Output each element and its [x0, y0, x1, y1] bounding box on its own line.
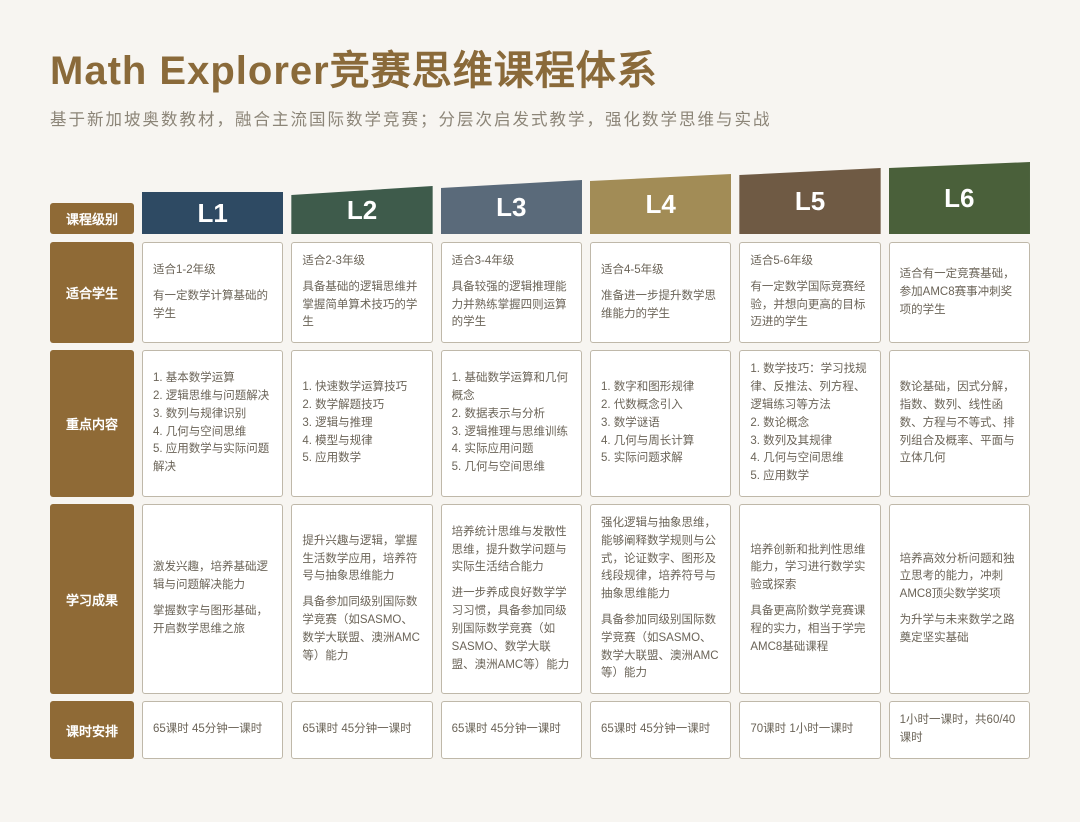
cell-schedule-l6: 1小时一课时，共60/40课时 [889, 701, 1030, 759]
curriculum-table: 适合学生 适合1-2年级有一定数学计算基础的学生 适合2-3年级具备基础的逻辑思… [50, 242, 1030, 759]
page-title: Math Explorer竞赛思维课程体系 [50, 38, 1030, 96]
cell-suitable-l6: 适合有一定竞赛基础，参加AMC8赛事冲刺奖项的学生 [889, 242, 1030, 343]
cell-suitable-l2: 适合2-3年级具备基础的逻辑思维并掌握简单算术技巧的学生 [291, 242, 432, 343]
cell-outcome-l1: 激发兴趣，培养基础逻辑与问题解决能力掌握数字与图形基础，开启数学思维之旅 [142, 504, 283, 694]
cell-content-l6: 数论基础，因式分解，指数、数列、线性函数、方程与不等式、排列组合及概率、平面与立… [889, 350, 1030, 497]
cell-schedule-l2: 65课时 45分钟一课时 [291, 701, 432, 759]
cell-suitable-l1: 适合1-2年级有一定数学计算基础的学生 [142, 242, 283, 343]
level-header-row: 课程级别 L1 L2 L3 L4 L5 L6 [50, 162, 1030, 234]
cell-suitable-l3: 适合3-4年级具备较强的逻辑推理能力并熟练掌握四则运算的学生 [441, 242, 582, 343]
cell-suitable-l4: 适合4-5年级准备进一步提升数学思维能力的学生 [590, 242, 731, 343]
row-label-schedule: 课时安排 [50, 701, 134, 759]
cell-schedule-l1: 65课时 45分钟一课时 [142, 701, 283, 759]
cell-content-l4: 1. 数字和图形规律2. 代数概念引入3. 数学谜语4. 几何与周长计算5. 实… [590, 350, 731, 497]
cell-content-l1: 1. 基本数学运算2. 逻辑思维与问题解决3. 数列与规律识别4. 几何与空间思… [142, 350, 283, 497]
cell-outcome-l6: 培养高效分析问题和独立思考的能力，冲刺AMC8顶尖数学奖项为升学与未来数学之路奠… [889, 504, 1030, 694]
cell-schedule-l5: 70课时 1小时一课时 [739, 701, 880, 759]
level-header-l3: L3 [441, 180, 582, 234]
cell-outcome-l5: 培养创新和批判性思维能力，学习进行数学实验或探索具备更高阶数学竞赛课程的实力，相… [739, 504, 880, 694]
cell-schedule-l3: 65课时 45分钟一课时 [441, 701, 582, 759]
row-label-content: 重点内容 [50, 350, 134, 497]
cell-content-l5: 1. 数学技巧：学习找规律、反推法、列方程、逻辑练习等方法2. 数论概念3. 数… [739, 350, 880, 497]
level-header-l4: L4 [590, 174, 731, 234]
cell-outcome-l4: 强化逻辑与抽象思维，能够阐释数学规则与公式，论证数字、图形及线段规律，培养符号与… [590, 504, 731, 694]
row-label-level: 课程级别 [50, 203, 134, 234]
level-header-l5: L5 [739, 168, 880, 234]
level-header-l6: L6 [889, 162, 1030, 234]
cell-outcome-l3: 培养统计思维与发散性思维，提升数学问题与实际生活结合能力进一步养成良好数学学习习… [441, 504, 582, 694]
cell-content-l2: 1. 快速数学运算技巧2. 数学解题技巧3. 逻辑与推理4. 模型与规律5. 应… [291, 350, 432, 497]
row-label-suitable: 适合学生 [50, 242, 134, 343]
cell-schedule-l4: 65课时 45分钟一课时 [590, 701, 731, 759]
cell-suitable-l5: 适合5-6年级有一定数学国际竞赛经验，并想向更高的目标迈进的学生 [739, 242, 880, 343]
cell-outcome-l2: 提升兴趣与逻辑，掌握生活数学应用，培养符号与抽象思维能力具备参加同级别国际数学竞… [291, 504, 432, 694]
row-label-outcome: 学习成果 [50, 504, 134, 694]
level-header-l1: L1 [142, 192, 283, 234]
page-subtitle: 基于新加坡奥数教材，融合主流国际数学竞赛；分层次启发式教学，强化数学思维与实战 [50, 106, 1030, 130]
level-header-l2: L2 [291, 186, 432, 234]
cell-content-l3: 1. 基础数学运算和几何概念2. 数据表示与分析3. 逻辑推理与思维训练4. 实… [441, 350, 582, 497]
